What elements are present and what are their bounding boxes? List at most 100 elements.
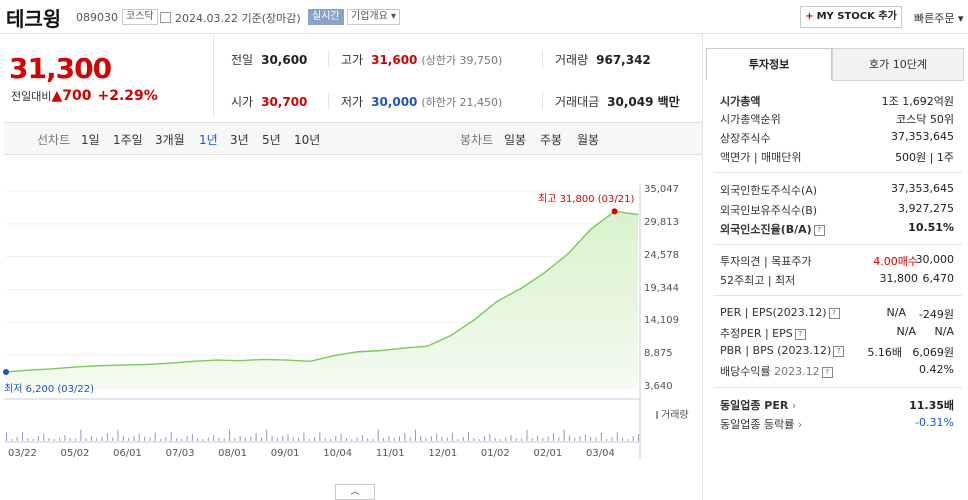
period-5y[interactable]: 5년 — [262, 133, 281, 147]
chevron-right-icon[interactable]: › — [794, 418, 803, 431]
price-point — [356, 351, 358, 353]
volume-bar — [101, 436, 103, 441]
price-point — [637, 213, 639, 216]
volume-bar — [377, 429, 379, 441]
volume-bar — [276, 438, 278, 441]
volume-bar — [181, 439, 183, 441]
row-label: 시가총액순위 — [720, 113, 781, 126]
row-value: 500원 | 1주 — [895, 151, 954, 164]
y-tick-label: 8,875 — [644, 348, 673, 360]
x-tick-label: 07/03 — [165, 448, 195, 459]
volume-bar — [329, 439, 331, 441]
volume-bar — [399, 436, 401, 441]
volume-bar — [622, 438, 624, 441]
period-1d[interactable]: 1일 — [81, 133, 100, 147]
row-label: 추정PER | EPS — [720, 327, 793, 340]
add-mystock-label: MY STOCK 추가 — [816, 11, 897, 22]
x-tick-label: 01/02 — [480, 448, 510, 459]
volume-bar — [568, 435, 570, 441]
row-label: 배당수익률 — [720, 365, 771, 378]
row-value: 0.42% — [919, 363, 954, 376]
price-point — [262, 358, 265, 361]
stat-value: 31,600 — [371, 53, 418, 67]
volume-bar — [324, 438, 326, 441]
price-point — [566, 253, 569, 255]
stat-label: 거래대금 — [555, 95, 600, 109]
divider — [714, 387, 962, 388]
opinion-value: 4.00매수 — [873, 255, 918, 268]
period-10y[interactable]: 10년 — [294, 133, 321, 147]
volume-bar — [271, 435, 273, 441]
volume-bar — [244, 438, 246, 441]
help-icon[interactable]: ? — [813, 225, 825, 236]
add-mystock-button[interactable]: + MY STOCK 추가 — [800, 6, 902, 28]
volume-bar — [462, 437, 464, 441]
stat-prev: 전일 30,600 — [231, 51, 307, 68]
quick-order-button[interactable]: 빠른주문 ▾ — [914, 12, 964, 25]
help-icon[interactable]: ? — [794, 329, 806, 340]
volume-bar — [21, 432, 23, 441]
volume-bar — [64, 435, 66, 441]
candle-weekly[interactable]: 주봉 — [540, 133, 563, 147]
x-tick-label: 06/01 — [113, 448, 142, 459]
price-point — [75, 366, 78, 368]
row-label: 상장주식수 — [720, 132, 771, 145]
company-overview-button[interactable]: 기업개요 ▾ — [347, 9, 400, 25]
change-percent: +2.29% — [97, 88, 158, 104]
period-1w[interactable]: 1주일 — [113, 133, 143, 147]
volume-bar — [478, 439, 480, 441]
volume-bar — [563, 429, 565, 441]
volume-bar — [537, 436, 539, 441]
stat-value: 30,049 백만 — [607, 95, 680, 109]
stock-code: 089030 — [76, 11, 118, 24]
period-1y[interactable]: 1년 — [199, 133, 218, 147]
volume-bar — [154, 432, 156, 441]
volume-bar — [218, 438, 220, 441]
stat-amount: 거래대금 30,049 백만 — [555, 93, 680, 110]
price-point — [52, 368, 54, 370]
volume-bar — [521, 438, 523, 441]
volume-bar — [526, 429, 528, 441]
volume-bar — [314, 437, 316, 441]
volume-bar — [600, 432, 602, 441]
volume-bar — [579, 436, 581, 441]
realtime-button[interactable]: 실시간 — [308, 9, 344, 25]
volume-bar — [250, 436, 252, 441]
volume-bar — [595, 437, 597, 441]
y-tick-label: 3,640 — [644, 381, 673, 392]
volume-bar — [234, 438, 236, 441]
collapse-button[interactable]: ︿ — [335, 484, 375, 500]
volume-bar — [430, 436, 432, 441]
candle-monthly[interactable]: 월봉 — [577, 133, 600, 147]
volume-bar — [266, 429, 268, 441]
candle-daily[interactable]: 일봉 — [504, 133, 527, 147]
stat-label: 고가 — [341, 53, 364, 67]
change-label: 전일대비 — [11, 90, 52, 103]
tab-invest-info[interactable]: 투자정보 — [706, 48, 832, 80]
price-point — [520, 287, 522, 290]
low-marker — [3, 368, 9, 375]
row-cap-rank: 시가총액순위 코스닥 50위 — [720, 111, 954, 127]
period-selector: 선차트 1일 1주일 3개월 1년 3년 5년 10년 봉차트 일봉 주봉 월봉 — [4, 122, 702, 155]
price-point — [28, 369, 31, 371]
current-price: 31,300 — [9, 52, 112, 85]
tab-orderbook[interactable]: 호가 10단계 — [832, 48, 964, 81]
est-eps-value: N/A — [934, 325, 954, 338]
chevron-right-icon[interactable]: › — [788, 399, 797, 412]
volume-bar — [303, 432, 305, 441]
help-icon[interactable]: ? — [821, 367, 833, 378]
row-per: PER | EPS(2023.12)? N/A -249원 — [720, 306, 954, 321]
volume-bar — [499, 439, 501, 441]
volume-bar — [6, 432, 7, 441]
price-point — [239, 359, 241, 362]
help-icon[interactable]: ? — [828, 308, 840, 319]
period-3y[interactable]: 3년 — [230, 133, 249, 147]
volume-bar — [616, 432, 618, 441]
row-label: 외국인보유주식수(B) — [720, 204, 818, 217]
bps-value: 6,069원 — [912, 346, 954, 359]
help-icon[interactable]: ? — [833, 346, 845, 357]
volume-bar — [404, 433, 406, 441]
volume-bar — [32, 439, 34, 441]
period-3m[interactable]: 3개월 — [155, 133, 185, 147]
price-point — [449, 334, 452, 337]
